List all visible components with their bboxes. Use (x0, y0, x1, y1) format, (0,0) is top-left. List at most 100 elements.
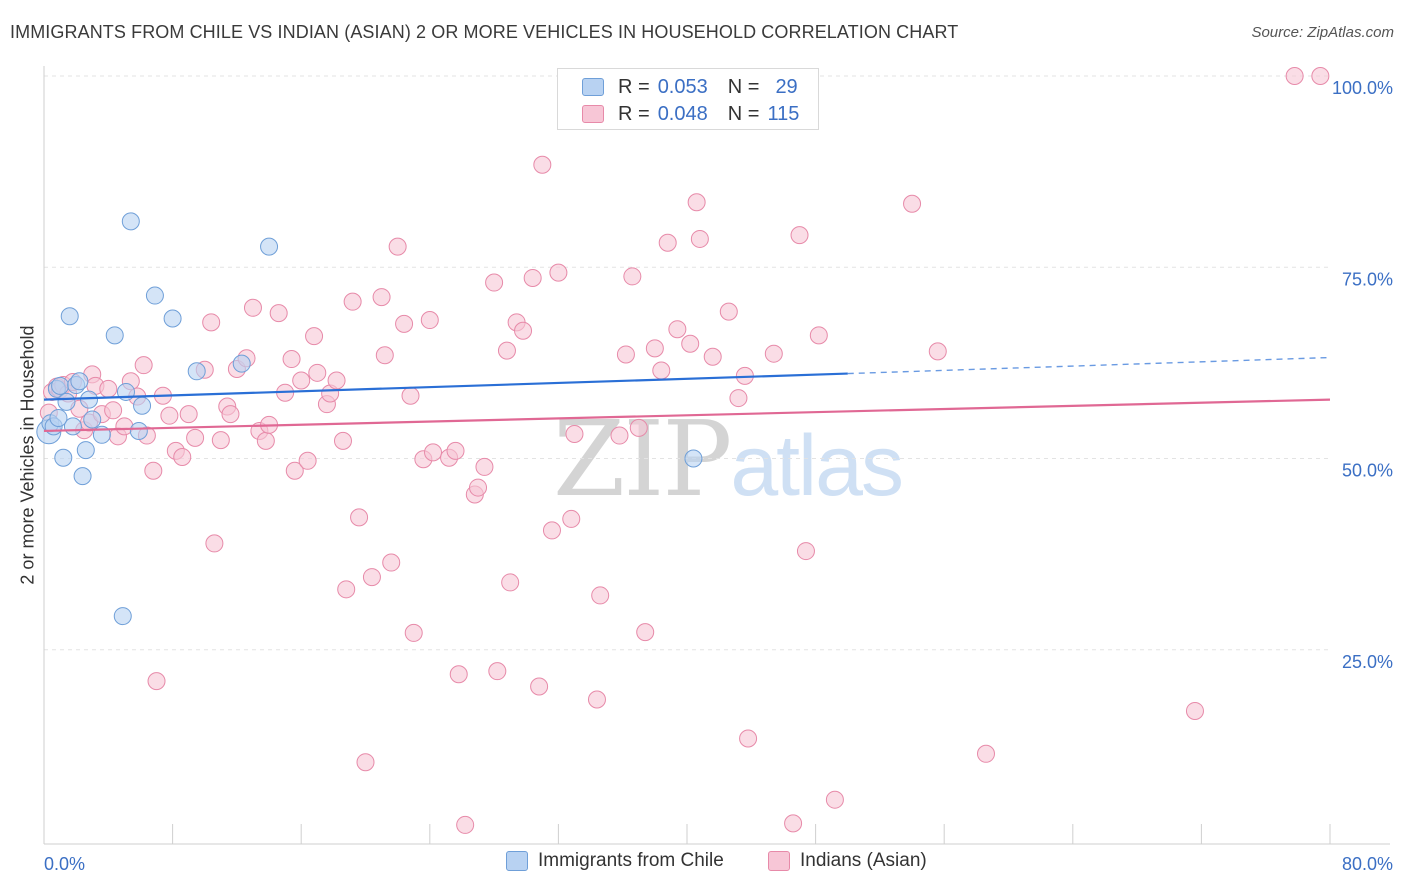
data-point-indians (668, 320, 687, 339)
data-point-indians (243, 298, 262, 317)
data-point-indians (623, 267, 642, 286)
data-point-indians (298, 451, 317, 470)
data-point-indians (308, 363, 327, 382)
bottom-legend-swatch-pink (768, 851, 790, 871)
y-tick-label: 100.0% (1332, 78, 1393, 98)
data-point-indians (362, 568, 381, 587)
data-point-indians (629, 418, 648, 437)
data-point-chile (121, 212, 140, 231)
tick-labels: 25.0% 50.0% 75.0% 100.0% 0.0% 80.0% (44, 78, 1393, 874)
trend-line-chile-extension (847, 356, 1331, 375)
data-point-chile (684, 449, 703, 468)
data-point-indians (147, 672, 166, 691)
data-point-indians (350, 508, 369, 527)
data-point-indians (343, 292, 362, 311)
data-point-chile (163, 309, 182, 328)
trend-line-indians (43, 398, 1331, 433)
data-point-indians (542, 521, 561, 540)
data-point-chile (76, 441, 95, 460)
data-point-indians (501, 573, 520, 592)
data-point-indians (99, 379, 118, 398)
bottom-legend-chile: Immigrants from Chile (506, 850, 724, 872)
source-label: Source: ZipAtlas.com (1251, 24, 1394, 41)
data-point-chile (83, 410, 102, 429)
y-tick-label: 50.0% (1342, 461, 1393, 481)
data-point-indians (446, 441, 465, 460)
data-point-indians (565, 425, 584, 444)
data-point-chile (70, 372, 89, 391)
series-immigrants-chile (36, 212, 703, 626)
bottom-legend-label: Indians (Asian) (800, 850, 927, 871)
bottom-legend-indians: Indians (Asian) (768, 850, 927, 872)
data-point-indians (523, 268, 542, 287)
data-point-indians (636, 623, 655, 642)
data-point-indians (327, 371, 346, 390)
data-point-indians (796, 542, 815, 561)
data-point-indians (388, 237, 407, 256)
data-point-chile (57, 392, 76, 411)
legend-n-value: 29 (775, 75, 798, 98)
legend-swatch-blue (582, 78, 604, 96)
data-point-indians (562, 509, 581, 528)
data-point-indians (681, 334, 700, 353)
data-point-indians (456, 815, 475, 834)
axes (43, 66, 1390, 845)
data-point-indians (549, 263, 568, 282)
data-point-indians (703, 347, 722, 366)
data-point-chile (232, 354, 251, 373)
data-point-indians (514, 321, 533, 340)
x-tick-label: 80.0% (1342, 854, 1393, 874)
data-point-indians (652, 361, 671, 380)
data-point-indians (587, 690, 606, 709)
data-point-indians (144, 461, 163, 480)
data-point-indians (488, 662, 507, 681)
data-point-chile (145, 286, 164, 305)
data-point-chile (260, 237, 279, 256)
data-point-chile (129, 421, 148, 440)
data-point-indians (134, 356, 153, 375)
data-point-chile (49, 408, 68, 427)
data-point-indians (658, 233, 677, 252)
data-point-indians (395, 314, 414, 333)
legend-row-chile: R = 0.053 N = 29 (582, 74, 798, 100)
data-point-indians (475, 457, 494, 476)
data-point-indians (449, 665, 468, 684)
data-point-indians (497, 341, 516, 360)
data-point-indians (485, 273, 504, 292)
data-point-indians (530, 677, 549, 696)
data-point-indians (337, 580, 356, 599)
data-point-indians (382, 553, 401, 572)
data-point-indians (1285, 67, 1304, 85)
data-point-chile (54, 448, 73, 467)
data-point-indians (401, 386, 420, 405)
legend-r-value: 0.048 (657, 102, 708, 125)
bottom-legend-label: Immigrants from Chile (538, 850, 724, 871)
data-point-indians (160, 406, 179, 425)
data-point-chile (80, 390, 99, 409)
data-point-indians (764, 344, 783, 363)
data-point-indians (375, 346, 394, 365)
legend-r-label: R = (618, 102, 650, 125)
data-point-chile (113, 607, 132, 626)
data-point-indians (469, 478, 488, 497)
trend-line-chile (43, 372, 848, 401)
data-point-indians (372, 288, 391, 307)
data-point-indians (976, 744, 995, 763)
y-tick-label: 75.0% (1342, 269, 1393, 289)
data-point-indians (809, 326, 828, 345)
data-point-chile (133, 396, 152, 415)
data-point-indians (1185, 701, 1204, 720)
legend-n-value: 115 (767, 102, 800, 125)
legend-swatch-pink (582, 105, 604, 123)
legend-r-value: 0.053 (657, 75, 708, 98)
bottom-legend-swatch-blue (506, 851, 528, 871)
data-point-chile (187, 362, 206, 381)
data-point-indians (282, 350, 301, 369)
data-point-indians (285, 461, 304, 480)
data-point-indians (616, 345, 635, 364)
legend-n-label: N = (727, 102, 760, 125)
data-point-indians (221, 405, 240, 424)
data-point-indians (928, 342, 947, 361)
data-point-chile (73, 467, 92, 486)
